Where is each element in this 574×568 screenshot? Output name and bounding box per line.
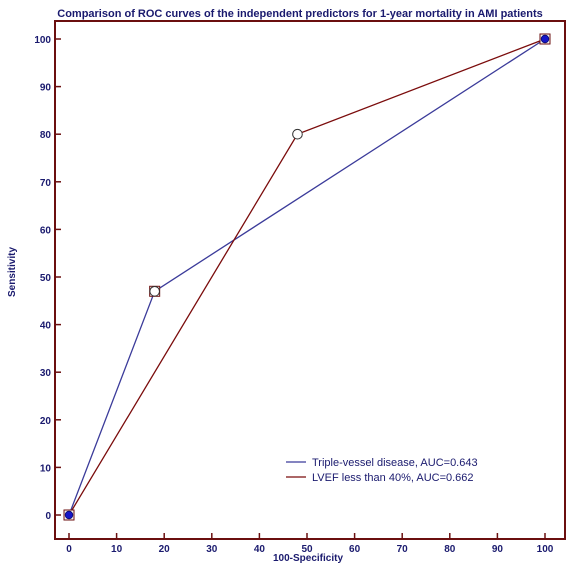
y-tick-label: 70 — [40, 178, 52, 189]
x-tick-label: 70 — [397, 544, 409, 555]
y-tick-label: 80 — [40, 130, 52, 141]
y-tick-label: 90 — [40, 83, 52, 94]
legend: Triple-vessel disease, AUC=0.643 LVEF le… — [286, 457, 478, 484]
y-tick-label: 20 — [40, 416, 52, 427]
y-axis-label: Sensitivity — [7, 247, 18, 297]
x-tick-label: 60 — [349, 544, 361, 555]
x-tick-label: 40 — [254, 544, 266, 555]
cutoff-marker — [292, 128, 303, 140]
chart-frame — [54, 20, 566, 540]
x-tick-label: 80 — [444, 544, 456, 555]
endpoint-marker — [540, 34, 550, 44]
axes: 0 10 20 30 40 50 60 70 80 90 100 0 10 20 30 40 50 60 70 80 9… — [34, 35, 553, 555]
x-tick-label: 30 — [206, 544, 218, 555]
cutoff-marker — [149, 285, 160, 297]
x-axis-label: 100-Specificity — [273, 553, 343, 564]
legend-label-triple-vessel: Triple-vessel disease, AUC=0.643 — [312, 457, 478, 469]
x-tick-label: 10 — [111, 544, 123, 555]
x-tick-label: 100 — [537, 544, 554, 555]
x-tick-label: 50 — [301, 544, 313, 555]
legend-label-lvef: LVEF less than 40%, AUC=0.662 — [312, 472, 474, 484]
endpoint-marker — [64, 510, 74, 520]
chart-title: Comparison of ROC curves of the independ… — [57, 8, 543, 20]
series-markers — [63, 33, 551, 521]
y-tick-label: 40 — [40, 321, 52, 332]
x-tick-label: 90 — [492, 544, 504, 555]
y-tick-label: 0 — [45, 511, 51, 522]
y-tick-label: 60 — [40, 225, 52, 236]
y-tick-label: 100 — [34, 35, 51, 46]
x-tick-label: 20 — [159, 544, 171, 555]
y-tick-label: 50 — [40, 273, 52, 284]
y-tick-label: 10 — [40, 463, 52, 474]
y-tick-label: 30 — [40, 368, 52, 379]
x-tick-label: 0 — [66, 544, 72, 555]
